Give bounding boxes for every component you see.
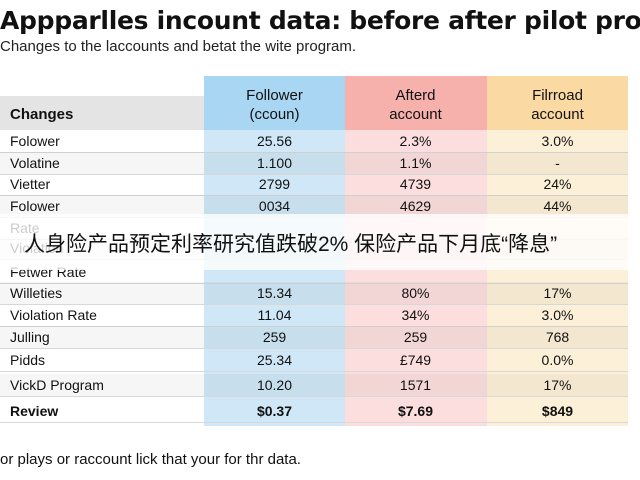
afterd-cell: $7.69: [397, 403, 434, 419]
row-label: Folower: [10, 133, 60, 149]
row-divider: [0, 304, 628, 305]
afterd-cell: 80%: [401, 285, 430, 301]
follower-cell: 25.34: [256, 352, 293, 368]
afterd-cell: 4629: [399, 198, 432, 214]
news-overlay-band: [0, 214, 640, 270]
row-divider: [0, 195, 628, 196]
follower-cell: 259: [262, 329, 287, 345]
row-label: Volatine: [10, 155, 60, 171]
filrroad-cell: -: [555, 155, 560, 171]
row-divider: [0, 396, 628, 397]
afterd-cell: 34%: [401, 307, 430, 323]
filrroad-header: Filrroad account: [531, 87, 584, 123]
row-divider: [0, 326, 628, 327]
afterd-cell: 2.3%: [399, 133, 432, 149]
follower-cell: 0034: [258, 198, 291, 214]
filrroad-cell: 24%: [543, 176, 572, 192]
row-label: Review: [10, 403, 59, 419]
afterd-cell: 4739: [399, 176, 432, 192]
changes-header-bg: [0, 96, 204, 130]
footnote-caption: or plays or raccount lick that your for …: [0, 451, 301, 468]
row-label: Willeties: [10, 285, 63, 301]
filrroad-header-bg: [487, 76, 628, 130]
filrroad-cell: 44%: [543, 198, 572, 214]
filrroad-cell: $849: [541, 403, 574, 419]
filrroad-cell: 17%: [543, 377, 572, 393]
page-subtitle: Changes to the laccounts and betat the w…: [0, 38, 357, 55]
afterd-cell: 259: [403, 329, 428, 345]
afterd-header-bg: [345, 76, 487, 130]
row-label: Pidds: [10, 352, 46, 368]
follower-cell: 1.100: [256, 155, 293, 171]
row-label: Julling: [10, 329, 50, 345]
changes-header: Changes: [10, 106, 74, 123]
filrroad-cell: 17%: [543, 285, 572, 301]
row-divider: [0, 371, 628, 372]
follower-cell: 25.56: [256, 133, 293, 149]
afterd-cell: 1.1%: [399, 155, 432, 171]
filrroad-cell: 3.0%: [541, 133, 574, 149]
filrroad-cell: 3.0%: [541, 307, 574, 323]
follower-cell: 11.04: [257, 307, 292, 323]
row-label: Violation Rate: [10, 307, 97, 323]
filrroad-cell: 0.0%: [541, 352, 574, 368]
row-label: Folower: [10, 198, 60, 214]
follower-cell: 15.34: [256, 285, 293, 301]
afterd-header: Afterd account: [389, 87, 442, 123]
filrroad-cell: 768: [545, 329, 570, 345]
follower-cell: 10.20: [256, 377, 293, 393]
row-label: Vietter: [10, 176, 51, 192]
row-divider: [0, 174, 628, 175]
news-overlay-text: 人身险产品预定利率研究值跌破2% 保险产品下月底“降息”: [24, 233, 558, 256]
follower-cell: $0.37: [256, 403, 293, 419]
follower-header-bg: [204, 76, 345, 130]
row-divider: [0, 348, 628, 349]
row-divider: [0, 152, 628, 153]
row-divider: [0, 283, 628, 284]
follower-header: Follower (ccoun): [246, 87, 303, 123]
afterd-cell: £749: [399, 352, 432, 368]
page-title: Appparlles incount data: before after pi…: [0, 6, 640, 35]
row-label: VickD Program: [10, 377, 104, 393]
row-divider: [0, 422, 628, 423]
follower-cell: 2799: [258, 176, 291, 192]
afterd-cell: 1571: [399, 377, 432, 393]
